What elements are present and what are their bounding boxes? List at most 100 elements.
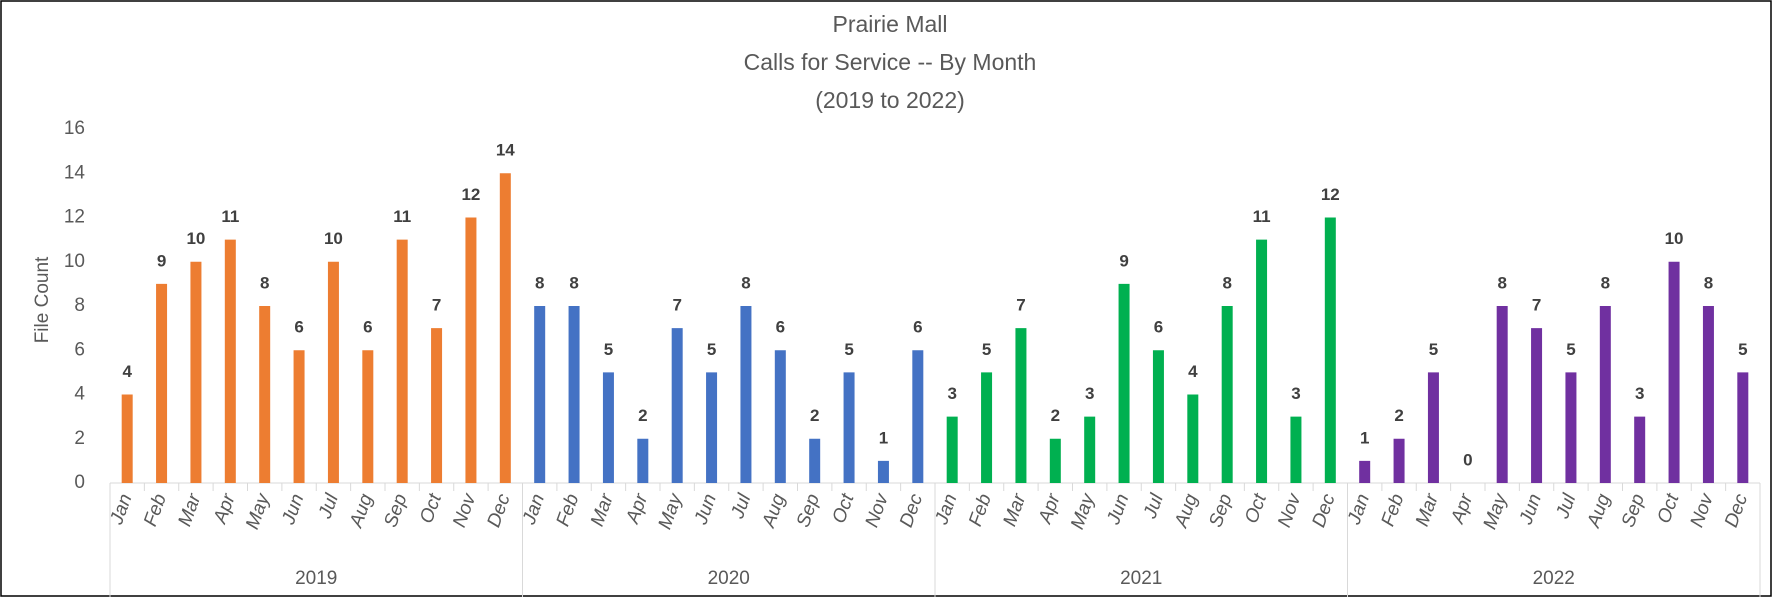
data-label: 12	[1321, 185, 1340, 204]
data-label: 6	[363, 318, 372, 337]
bar	[1256, 239, 1268, 483]
bar	[1015, 328, 1027, 483]
bar	[740, 306, 752, 483]
data-label: 8	[1497, 273, 1506, 292]
y-tick-label: 2	[74, 428, 85, 449]
data-label: 6	[1154, 318, 1163, 337]
bar	[224, 239, 236, 483]
y-tick-label: 0	[74, 472, 85, 493]
data-label: 12	[461, 185, 480, 204]
data-label: 8	[535, 273, 544, 292]
bar	[1393, 438, 1405, 483]
data-label: 3	[1085, 384, 1094, 403]
bar	[1084, 416, 1096, 483]
bar	[1531, 328, 1543, 483]
y-tick-label: 4	[74, 384, 85, 405]
data-label: 2	[638, 406, 647, 425]
data-label: 5	[707, 340, 716, 359]
bar	[431, 328, 443, 483]
data-label: 3	[1291, 384, 1300, 403]
data-label: 11	[1253, 207, 1271, 226]
bar	[534, 306, 546, 483]
y-tick-label: 6	[74, 339, 85, 360]
bar	[809, 438, 821, 483]
data-label: 6	[776, 318, 785, 337]
bar	[1118, 283, 1130, 483]
data-label: 10	[186, 229, 205, 248]
data-label: 9	[1119, 251, 1128, 270]
bar	[1668, 261, 1680, 483]
bar	[156, 283, 168, 483]
bar	[1187, 394, 1199, 483]
data-label: 8	[1601, 273, 1610, 292]
data-label: 7	[432, 296, 441, 315]
bar	[602, 372, 614, 483]
bar	[1737, 372, 1749, 483]
bar	[259, 306, 271, 483]
chart-subtitle: Calls for Service -- By Month	[744, 49, 1037, 75]
data-label: 5	[604, 340, 613, 359]
data-label: 5	[1566, 340, 1575, 359]
y-tick-label: 10	[64, 251, 85, 272]
data-label: 8	[1222, 273, 1231, 292]
bar	[981, 372, 993, 483]
group-label: 2022	[1533, 568, 1575, 589]
data-label: 8	[741, 273, 750, 292]
y-tick-label: 12	[64, 207, 85, 228]
bar	[946, 416, 958, 483]
data-label: 7	[1532, 296, 1541, 315]
data-label: 2	[1051, 406, 1060, 425]
y-tick-label: 8	[74, 295, 85, 316]
data-label: 0	[1463, 450, 1472, 469]
bar	[121, 394, 133, 483]
y-axis-label: File Count	[32, 256, 53, 343]
bar	[877, 460, 889, 483]
bar	[1599, 306, 1611, 483]
data-label: 4	[1188, 362, 1198, 381]
chart-subtitle: (2019 to 2022)	[815, 87, 965, 113]
bar	[912, 350, 924, 483]
chart-title: Prairie Mall	[832, 11, 947, 37]
data-label: 1	[1360, 428, 1369, 447]
bar	[1496, 306, 1508, 483]
bar	[465, 217, 477, 483]
bar	[1359, 460, 1371, 483]
bar	[774, 350, 786, 483]
data-label: 2	[810, 406, 819, 425]
data-label: 5	[844, 340, 853, 359]
data-label: 6	[913, 318, 922, 337]
data-label: 5	[1429, 340, 1438, 359]
data-label: 2	[1394, 406, 1403, 425]
data-label: 6	[294, 318, 303, 337]
bar	[637, 438, 649, 483]
bar	[396, 239, 408, 483]
group-label: 2019	[295, 568, 337, 589]
data-label: 5	[1738, 340, 1747, 359]
data-label: 14	[496, 141, 515, 160]
bar	[293, 350, 305, 483]
group-label: 2021	[1120, 568, 1162, 589]
bar	[1290, 416, 1302, 483]
data-label: 10	[1665, 229, 1684, 248]
data-label: 9	[157, 251, 166, 270]
data-label: 1	[879, 428, 888, 447]
data-label: 8	[1704, 273, 1713, 292]
data-label: 3	[947, 384, 956, 403]
data-label: 8	[260, 273, 269, 292]
data-label: 7	[1016, 296, 1025, 315]
data-label: 5	[982, 340, 991, 359]
data-label: 8	[569, 273, 578, 292]
bar	[1049, 438, 1061, 483]
bar	[327, 261, 339, 483]
bar	[706, 372, 718, 483]
bar	[499, 173, 511, 483]
bar	[1634, 416, 1646, 483]
bar	[190, 261, 202, 483]
bar	[1324, 217, 1336, 483]
data-label: 11	[221, 207, 239, 226]
data-label: 7	[672, 296, 681, 315]
bar	[1702, 306, 1714, 483]
data-label: 4	[122, 362, 132, 381]
